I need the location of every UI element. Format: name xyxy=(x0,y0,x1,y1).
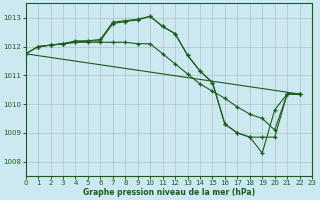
X-axis label: Graphe pression niveau de la mer (hPa): Graphe pression niveau de la mer (hPa) xyxy=(83,188,255,197)
